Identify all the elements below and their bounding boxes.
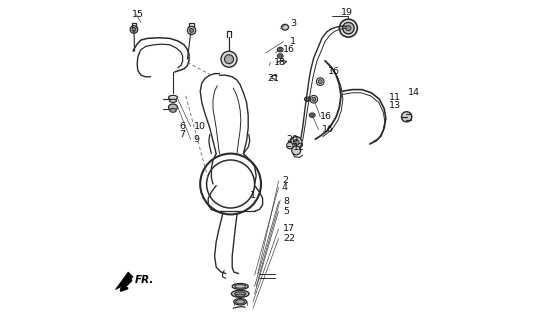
Circle shape bbox=[310, 95, 317, 103]
Ellipse shape bbox=[235, 285, 246, 288]
Circle shape bbox=[189, 28, 194, 32]
Ellipse shape bbox=[234, 299, 246, 305]
Text: 8: 8 bbox=[284, 197, 289, 206]
Text: 21: 21 bbox=[267, 74, 279, 83]
Ellipse shape bbox=[231, 290, 249, 297]
Text: 16: 16 bbox=[322, 125, 334, 134]
Text: 3: 3 bbox=[290, 20, 296, 28]
Text: 4: 4 bbox=[282, 183, 288, 192]
Ellipse shape bbox=[279, 48, 281, 51]
Text: 11: 11 bbox=[389, 93, 401, 102]
Circle shape bbox=[132, 28, 136, 31]
Text: FR.: FR. bbox=[134, 275, 154, 285]
Circle shape bbox=[401, 112, 412, 122]
Text: 10: 10 bbox=[194, 122, 206, 131]
Circle shape bbox=[187, 26, 196, 35]
Text: 1: 1 bbox=[290, 37, 296, 46]
Circle shape bbox=[130, 26, 138, 33]
Ellipse shape bbox=[168, 95, 178, 100]
Ellipse shape bbox=[236, 300, 245, 304]
Circle shape bbox=[292, 146, 301, 155]
Text: 13: 13 bbox=[389, 101, 401, 110]
Ellipse shape bbox=[277, 47, 283, 52]
Ellipse shape bbox=[279, 55, 281, 57]
Circle shape bbox=[316, 78, 324, 85]
Circle shape bbox=[291, 137, 302, 148]
Ellipse shape bbox=[309, 113, 315, 117]
Ellipse shape bbox=[305, 97, 310, 101]
Polygon shape bbox=[115, 272, 133, 290]
Ellipse shape bbox=[169, 99, 176, 102]
Text: 1: 1 bbox=[250, 191, 256, 200]
Text: 6: 6 bbox=[179, 122, 186, 131]
Text: 9: 9 bbox=[194, 135, 200, 144]
Ellipse shape bbox=[170, 108, 176, 112]
Text: 16: 16 bbox=[320, 112, 332, 121]
Circle shape bbox=[312, 97, 316, 101]
Text: 16: 16 bbox=[284, 45, 295, 54]
Ellipse shape bbox=[168, 104, 178, 110]
Circle shape bbox=[224, 55, 233, 64]
Ellipse shape bbox=[235, 292, 246, 296]
Text: 7: 7 bbox=[179, 130, 186, 139]
Ellipse shape bbox=[281, 24, 288, 30]
Text: 5: 5 bbox=[284, 207, 289, 216]
Text: 12: 12 bbox=[293, 143, 305, 152]
Text: 17: 17 bbox=[284, 224, 295, 233]
Text: 14: 14 bbox=[408, 88, 420, 97]
Circle shape bbox=[346, 26, 351, 31]
Ellipse shape bbox=[306, 98, 309, 100]
Text: 2: 2 bbox=[282, 176, 288, 185]
Circle shape bbox=[221, 51, 237, 67]
Ellipse shape bbox=[236, 294, 245, 297]
Text: 15: 15 bbox=[132, 10, 144, 19]
Circle shape bbox=[343, 22, 354, 34]
Circle shape bbox=[293, 140, 299, 145]
Text: 18: 18 bbox=[274, 58, 286, 67]
Circle shape bbox=[318, 80, 322, 84]
Ellipse shape bbox=[232, 284, 248, 289]
Ellipse shape bbox=[277, 54, 283, 58]
Circle shape bbox=[287, 142, 293, 149]
Text: 16: 16 bbox=[328, 68, 340, 76]
Text: 19: 19 bbox=[341, 8, 353, 17]
Ellipse shape bbox=[311, 114, 314, 116]
Text: 20: 20 bbox=[287, 135, 299, 144]
Text: 22: 22 bbox=[284, 234, 295, 243]
Circle shape bbox=[339, 19, 357, 37]
